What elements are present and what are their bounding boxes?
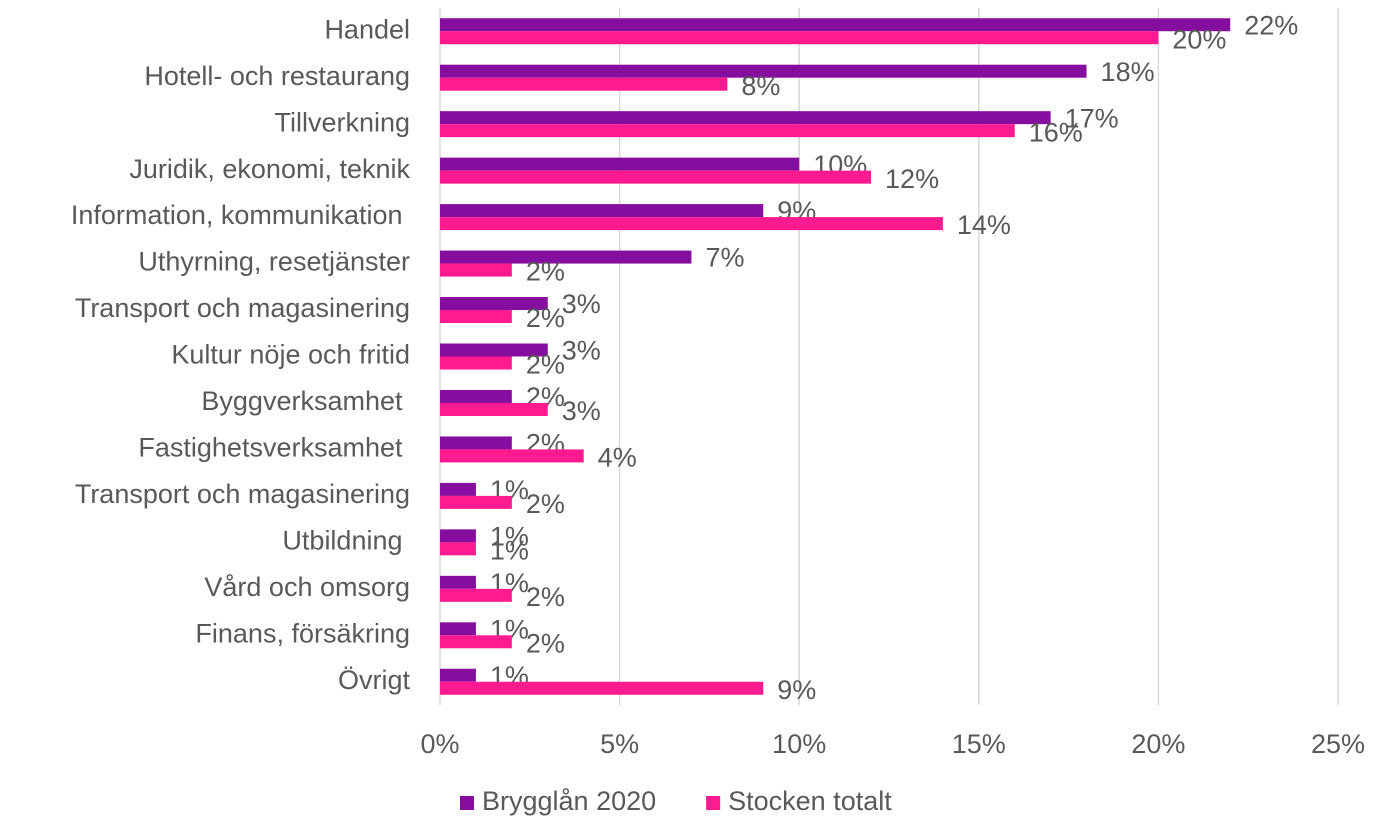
bar: [440, 529, 476, 543]
y-tick-label: Transport och magasinering: [75, 293, 410, 323]
data-label: 14%: [957, 210, 1011, 240]
y-tick-label: Information, kommunikation: [71, 200, 410, 230]
bar: [440, 356, 512, 370]
data-label: 18%: [1101, 57, 1155, 87]
bar: [440, 402, 548, 416]
y-tick-label: Juridik, ekonomi, teknik: [129, 154, 410, 184]
data-label: 2%: [526, 489, 565, 519]
y-tick-label: Kultur nöje och fritid: [171, 340, 410, 370]
data-label: 1%: [490, 535, 529, 565]
legend-label: Brygglån 2020: [482, 786, 656, 816]
y-tick-label: Byggverksamhet: [201, 386, 410, 416]
legend-swatch: [706, 796, 721, 810]
bar: [440, 297, 548, 311]
y-tick-label: Utbildning: [282, 525, 410, 555]
bar: [440, 482, 476, 496]
bar: [440, 263, 512, 277]
bar: [440, 204, 764, 218]
data-label: 8%: [741, 71, 780, 101]
bar: [440, 124, 1015, 138]
y-tick-label: Övrigt: [338, 665, 411, 695]
bar: [440, 343, 548, 357]
bar: [440, 575, 476, 589]
data-label: 16%: [1029, 117, 1083, 147]
data-label: 3%: [562, 289, 601, 319]
data-label: 7%: [705, 243, 744, 273]
y-tick-label: Finans, försäkring: [195, 618, 410, 648]
bar: [440, 250, 692, 264]
bar: [440, 77, 728, 91]
bar: [440, 18, 1231, 32]
data-label: 4%: [598, 443, 637, 473]
bar: [440, 495, 512, 509]
y-tick-label: Fastighetsverksamhet: [138, 433, 410, 463]
bar: [440, 622, 476, 636]
y-tick-label: Vård och omsorg: [204, 572, 410, 602]
bar: [440, 449, 584, 463]
bar: [440, 64, 1087, 78]
data-label: 3%: [562, 396, 601, 426]
data-label: 17%: [1065, 103, 1119, 133]
bar: [440, 217, 943, 231]
data-label: 2%: [526, 582, 565, 612]
x-tick-label: 15%: [952, 729, 1006, 759]
bar: [440, 668, 476, 682]
y-tick-label: Transport och magasinering: [75, 479, 410, 509]
data-label: 12%: [885, 164, 939, 194]
data-label: 20%: [1172, 24, 1226, 54]
data-label: 2%: [526, 350, 565, 380]
bar: [440, 111, 1051, 125]
data-label: 1%: [490, 521, 529, 551]
data-label: 2%: [526, 628, 565, 658]
y-tick-label: Handel: [324, 14, 410, 44]
bar: [440, 436, 512, 450]
x-tick-label: 20%: [1131, 729, 1185, 759]
y-tick-label: Tillverkning: [274, 107, 410, 137]
data-label: 3%: [562, 336, 601, 366]
data-label: 22%: [1244, 10, 1298, 40]
x-tick-label: 5%: [600, 729, 639, 759]
bar: [440, 542, 476, 556]
data-label: 9%: [777, 675, 816, 705]
y-tick-label: Uthyrning, resetjänster: [138, 247, 410, 277]
bar: [440, 389, 512, 403]
x-tick-label: 0%: [420, 729, 459, 759]
x-tick-label: 10%: [772, 729, 826, 759]
data-label: 2%: [526, 257, 565, 287]
y-tick-label: Hotell- och restaurang: [144, 61, 410, 91]
bar: [440, 681, 764, 695]
bar: [440, 157, 800, 171]
legend-label: Stocken totalt: [728, 786, 892, 816]
data-label: 2%: [526, 303, 565, 333]
legend-swatch: [460, 796, 474, 810]
bar: [440, 170, 872, 184]
bar: [440, 588, 512, 602]
x-tick-label: 25%: [1311, 729, 1365, 759]
bar: [440, 31, 1159, 45]
bar: [440, 635, 512, 649]
bar: [440, 310, 512, 324]
